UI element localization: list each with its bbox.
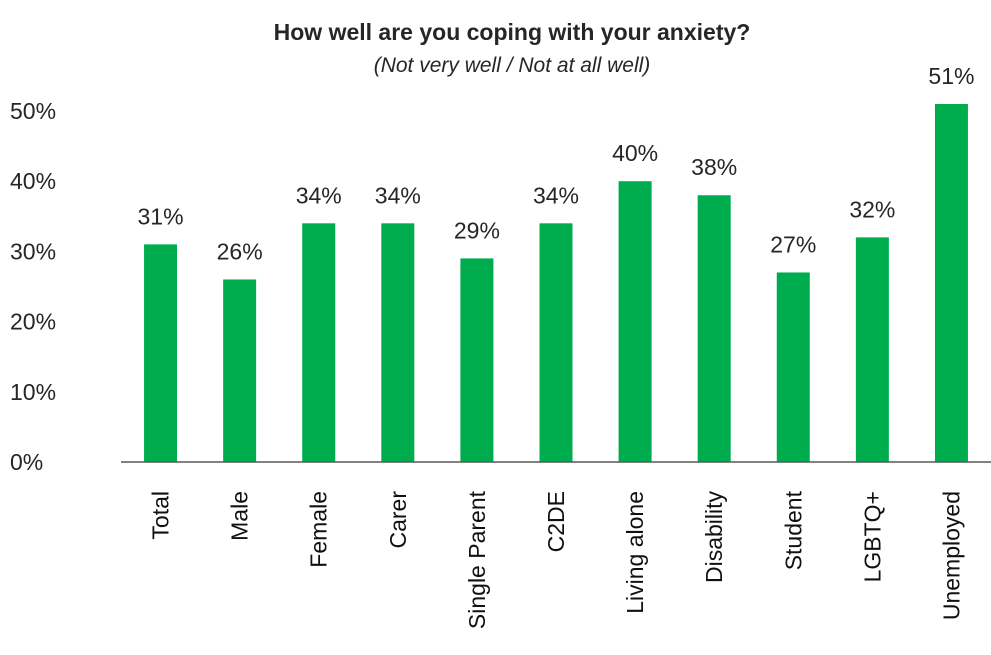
- y-tick-label: 20%: [10, 309, 56, 335]
- category-label: Disability: [701, 491, 727, 584]
- y-tick-label: 10%: [10, 379, 56, 405]
- y-tick-label: 30%: [10, 238, 56, 264]
- data-label: 51%: [928, 63, 974, 89]
- bar: [144, 244, 178, 462]
- bar: [618, 181, 652, 462]
- category-label: Carer: [385, 491, 411, 549]
- category-label: Male: [227, 491, 253, 541]
- y-axis-tick-labels: 0% 10% 20% 30% 40% 50%: [10, 98, 56, 475]
- data-label: 31%: [138, 203, 184, 229]
- data-labels-group: 31% 26% 34% 34% 29% 34% 40% 38% 27% 32% 51%: [138, 63, 975, 265]
- bar: [223, 279, 257, 462]
- data-label: 34%: [375, 182, 421, 208]
- bar: [539, 223, 573, 462]
- category-label: Single Parent: [464, 490, 490, 629]
- bars-group: [144, 103, 968, 463]
- data-label: 40%: [612, 140, 658, 166]
- category-label: Unemployed: [938, 491, 964, 620]
- bar: [934, 103, 968, 462]
- category-label: Female: [306, 491, 332, 568]
- y-tick-label: 40%: [10, 168, 56, 194]
- data-label: 34%: [533, 182, 579, 208]
- chart-subtitle: (Not very well / Not at all well): [374, 54, 651, 77]
- bar: [460, 258, 494, 462]
- category-labels-group: Total Male Female Carer Single Parent C2DE Liv…: [148, 490, 965, 629]
- bar: [381, 223, 415, 462]
- category-label: LGBTQ+: [859, 491, 885, 582]
- bar: [855, 237, 889, 462]
- data-label: 29%: [454, 217, 500, 243]
- data-label: 26%: [217, 238, 263, 264]
- category-label: Living alone: [622, 491, 648, 614]
- y-tick-label: 0%: [10, 449, 43, 475]
- bar: [776, 272, 810, 462]
- category-label: C2DE: [543, 491, 569, 552]
- bar: [697, 195, 731, 463]
- y-tick-label: 50%: [10, 98, 56, 124]
- category-label: Total: [148, 491, 174, 540]
- bar: [302, 223, 336, 462]
- chart-title: How well are you coping with your anxiet…: [274, 19, 751, 45]
- data-label: 27%: [770, 231, 816, 257]
- data-label: 38%: [691, 154, 737, 180]
- category-label: Student: [780, 490, 806, 570]
- data-label: 34%: [296, 182, 342, 208]
- data-label: 32%: [849, 196, 895, 222]
